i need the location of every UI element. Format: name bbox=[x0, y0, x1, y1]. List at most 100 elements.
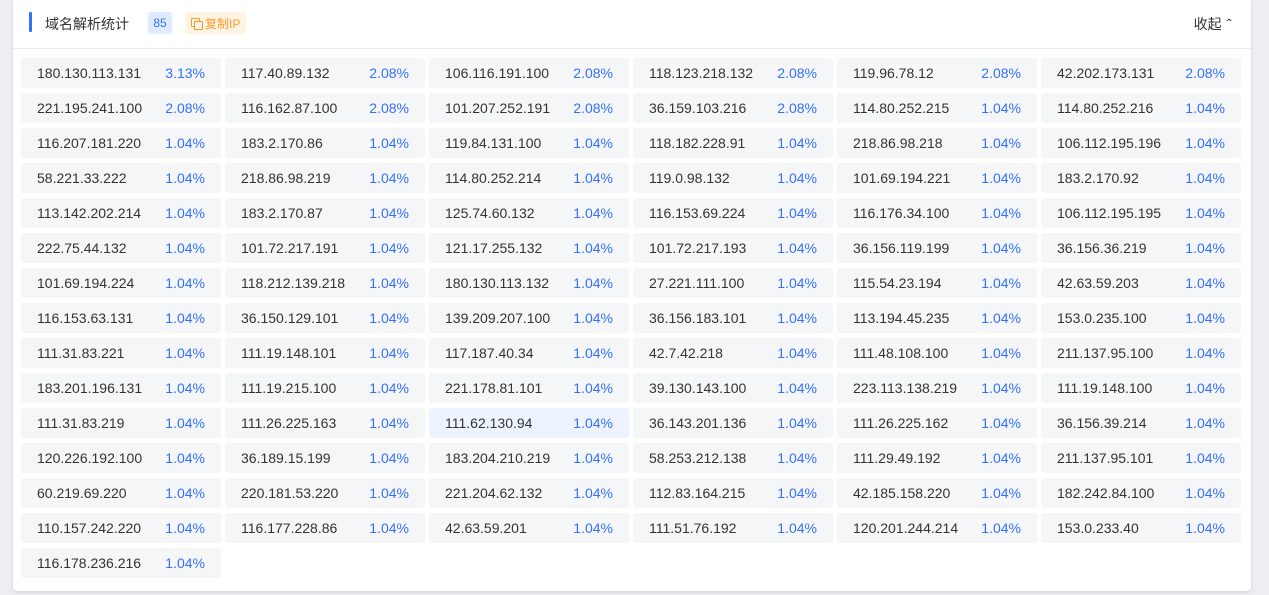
ip-item[interactable]: 116.153.69.224 1.04% bbox=[633, 198, 833, 228]
ip-item[interactable]: 183.204.210.219 1.04% bbox=[429, 443, 629, 473]
ip-item[interactable]: 111.19.215.100 1.04% bbox=[225, 373, 425, 403]
ip-item[interactable]: 115.54.23.194 1.04% bbox=[837, 268, 1037, 298]
ip-percentage: 1.04% bbox=[777, 275, 817, 291]
ip-item[interactable]: 180.130.113.131 3.13% bbox=[21, 58, 221, 88]
ip-item[interactable]: 42.63.59.203 1.04% bbox=[1041, 268, 1241, 298]
ip-item[interactable]: 106.112.195.196 1.04% bbox=[1041, 128, 1241, 158]
ip-item[interactable]: 106.112.195.195 1.04% bbox=[1041, 198, 1241, 228]
ip-item[interactable]: 36.156.119.199 1.04% bbox=[837, 233, 1037, 263]
ip-item[interactable]: 36.189.15.199 1.04% bbox=[225, 443, 425, 473]
ip-item[interactable]: 101.69.194.224 1.04% bbox=[21, 268, 221, 298]
ip-item[interactable]: 119.96.78.12 2.08% bbox=[837, 58, 1037, 88]
ip-item[interactable]: 58.253.212.138 1.04% bbox=[633, 443, 833, 473]
ip-item[interactable]: 36.156.36.219 1.04% bbox=[1041, 233, 1241, 263]
ip-percentage: 1.04% bbox=[1185, 100, 1225, 116]
ip-item[interactable]: 182.242.84.100 1.04% bbox=[1041, 478, 1241, 508]
ip-item[interactable]: 211.137.95.100 1.04% bbox=[1041, 338, 1241, 368]
ip-item[interactable]: 116.162.87.100 2.08% bbox=[225, 93, 425, 123]
copy-ip-button[interactable]: 复制IP bbox=[185, 12, 247, 34]
ip-address: 223.113.138.219 bbox=[853, 380, 958, 396]
ip-item[interactable]: 211.137.95.101 1.04% bbox=[1041, 443, 1241, 473]
ip-item[interactable]: 58.221.33.222 1.04% bbox=[21, 163, 221, 193]
ip-item[interactable]: 116.177.228.86 1.04% bbox=[225, 513, 425, 543]
ip-item[interactable]: 36.156.183.101 1.04% bbox=[633, 303, 833, 333]
ip-item[interactable]: 222.75.44.132 1.04% bbox=[21, 233, 221, 263]
ip-item[interactable]: 183.2.170.87 1.04% bbox=[225, 198, 425, 228]
ip-item[interactable]: 125.74.60.132 1.04% bbox=[429, 198, 629, 228]
ip-item[interactable]: 118.212.139.218 1.04% bbox=[225, 268, 425, 298]
ip-item[interactable]: 118.182.228.91 1.04% bbox=[633, 128, 833, 158]
ip-item[interactable]: 116.207.181.220 1.04% bbox=[21, 128, 221, 158]
ip-item[interactable]: 221.204.62.132 1.04% bbox=[429, 478, 629, 508]
ip-item[interactable]: 117.187.40.34 1.04% bbox=[429, 338, 629, 368]
ip-item[interactable]: 113.142.202.214 1.04% bbox=[21, 198, 221, 228]
collapse-button[interactable]: 收起 ⌃ bbox=[1194, 14, 1234, 34]
ip-item[interactable]: 119.84.131.100 1.04% bbox=[429, 128, 629, 158]
ip-address: 120.201.244.214 bbox=[853, 520, 959, 536]
ip-item[interactable]: 101.207.252.191 2.08% bbox=[429, 93, 629, 123]
ip-item[interactable]: 36.150.129.101 1.04% bbox=[225, 303, 425, 333]
ip-address: 183.204.210.219 bbox=[445, 450, 551, 466]
ip-item[interactable]: 183.2.170.92 1.04% bbox=[1041, 163, 1241, 193]
ip-item[interactable]: 36.159.103.216 2.08% bbox=[633, 93, 833, 123]
ip-item[interactable]: 121.17.255.132 1.04% bbox=[429, 233, 629, 263]
ip-item[interactable]: 27.221.111.100 1.04% bbox=[633, 268, 833, 298]
ip-item[interactable]: 111.48.108.100 1.04% bbox=[837, 338, 1037, 368]
ip-item[interactable]: 39.130.143.100 1.04% bbox=[633, 373, 833, 403]
ip-item[interactable]: 111.19.148.100 1.04% bbox=[1041, 373, 1241, 403]
ip-item[interactable]: 112.83.164.215 1.04% bbox=[633, 478, 833, 508]
ip-item[interactable]: 120.201.244.214 1.04% bbox=[837, 513, 1037, 543]
ip-item[interactable]: 183.2.170.86 1.04% bbox=[225, 128, 425, 158]
ip-item[interactable]: 114.80.252.215 1.04% bbox=[837, 93, 1037, 123]
ip-percentage: 1.04% bbox=[369, 240, 409, 256]
ip-item[interactable]: 114.80.252.216 1.04% bbox=[1041, 93, 1241, 123]
ip-item[interactable]: 36.143.201.136 1.04% bbox=[633, 408, 833, 438]
ip-item[interactable]: 223.113.138.219 1.04% bbox=[837, 373, 1037, 403]
ip-item[interactable]: 218.86.98.219 1.04% bbox=[225, 163, 425, 193]
ip-address: 180.130.113.132 bbox=[445, 275, 550, 291]
ip-item[interactable]: 111.31.83.219 1.04% bbox=[21, 408, 221, 438]
ip-item[interactable]: 111.19.148.101 1.04% bbox=[225, 338, 425, 368]
ip-item[interactable]: 221.178.81.101 1.04% bbox=[429, 373, 629, 403]
ip-item[interactable]: 180.130.113.132 1.04% bbox=[429, 268, 629, 298]
ip-percentage: 1.04% bbox=[777, 485, 817, 501]
ip-percentage: 1.04% bbox=[1185, 345, 1225, 361]
ip-percentage: 1.04% bbox=[777, 380, 817, 396]
ip-item[interactable]: 106.116.191.100 2.08% bbox=[429, 58, 629, 88]
ip-item[interactable]: 42.7.42.218 1.04% bbox=[633, 338, 833, 368]
ip-item[interactable]: 111.29.49.192 1.04% bbox=[837, 443, 1037, 473]
ip-item[interactable]: 119.0.98.132 1.04% bbox=[633, 163, 833, 193]
ip-item[interactable]: 220.181.53.220 1.04% bbox=[225, 478, 425, 508]
ip-item[interactable]: 114.80.252.214 1.04% bbox=[429, 163, 629, 193]
ip-item[interactable]: 42.63.59.201 1.04% bbox=[429, 513, 629, 543]
ip-item[interactable]: 120.226.192.100 1.04% bbox=[21, 443, 221, 473]
ip-item[interactable]: 42.202.173.131 2.08% bbox=[1041, 58, 1241, 88]
ip-item[interactable]: 153.0.233.40 1.04% bbox=[1041, 513, 1241, 543]
ip-item[interactable]: 139.209.207.100 1.04% bbox=[429, 303, 629, 333]
ip-item[interactable]: 111.31.83.221 1.04% bbox=[21, 338, 221, 368]
ip-item[interactable]: 110.157.242.220 1.04% bbox=[21, 513, 221, 543]
ip-item[interactable]: 116.153.63.131 1.04% bbox=[21, 303, 221, 333]
ip-item[interactable]: 113.194.45.235 1.04% bbox=[837, 303, 1037, 333]
ip-item[interactable]: 118.123.218.132 2.08% bbox=[633, 58, 833, 88]
ip-item[interactable]: 42.185.158.220 1.04% bbox=[837, 478, 1037, 508]
ip-item[interactable]: 153.0.235.100 1.04% bbox=[1041, 303, 1241, 333]
ip-item[interactable]: 60.219.69.220 1.04% bbox=[21, 478, 221, 508]
ip-item[interactable]: 101.69.194.221 1.04% bbox=[837, 163, 1037, 193]
ip-percentage: 1.04% bbox=[981, 135, 1021, 151]
ip-address: 221.195.241.100 bbox=[37, 100, 143, 116]
ip-address: 58.221.33.222 bbox=[37, 170, 127, 186]
ip-item[interactable]: 111.62.130.94 1.04% bbox=[429, 408, 629, 438]
ip-item[interactable]: 221.195.241.100 2.08% bbox=[21, 93, 221, 123]
ip-item[interactable]: 218.86.98.218 1.04% bbox=[837, 128, 1037, 158]
ip-item[interactable]: 101.72.217.193 1.04% bbox=[633, 233, 833, 263]
ip-item[interactable]: 116.178.236.216 1.04% bbox=[21, 548, 221, 578]
ip-item[interactable]: 36.156.39.214 1.04% bbox=[1041, 408, 1241, 438]
ip-item[interactable]: 117.40.89.132 2.08% bbox=[225, 58, 425, 88]
ip-item[interactable]: 111.51.76.192 1.04% bbox=[633, 513, 833, 543]
ip-item[interactable]: 111.26.225.162 1.04% bbox=[837, 408, 1037, 438]
ip-item[interactable]: 101.72.217.191 1.04% bbox=[225, 233, 425, 263]
ip-item[interactable]: 111.26.225.163 1.04% bbox=[225, 408, 425, 438]
ip-item[interactable]: 116.176.34.100 1.04% bbox=[837, 198, 1037, 228]
ip-item[interactable]: 183.201.196.131 1.04% bbox=[21, 373, 221, 403]
